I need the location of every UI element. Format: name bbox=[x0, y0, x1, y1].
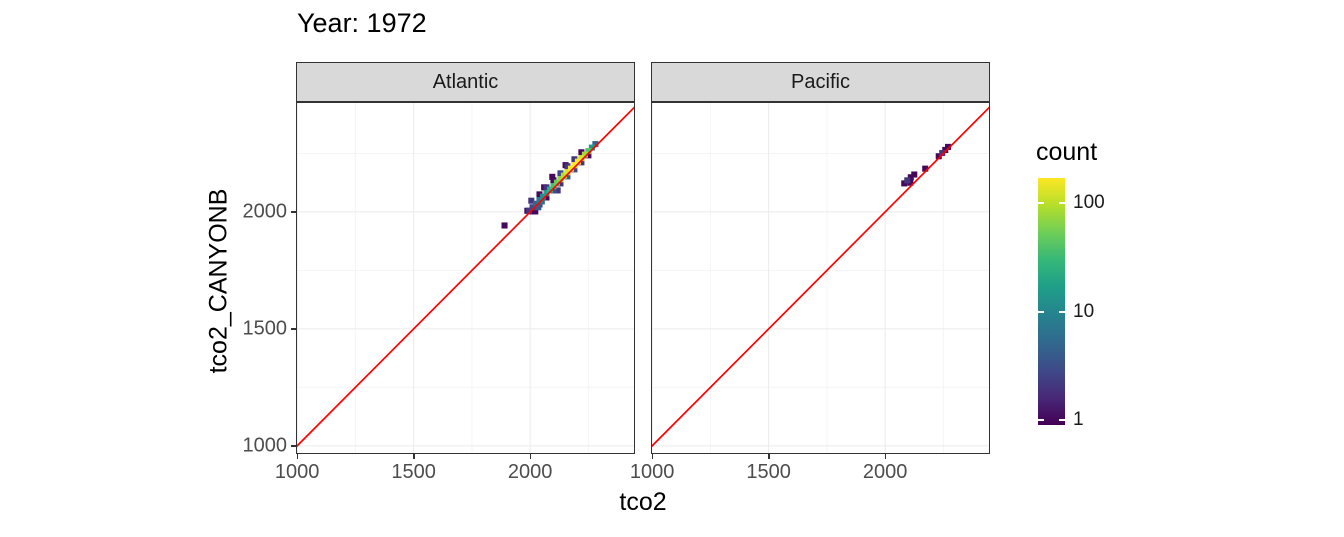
bin2d-tile bbox=[543, 184, 550, 191]
x-tick-mark bbox=[296, 454, 299, 459]
x-axis-title: tco2 bbox=[619, 488, 667, 516]
panel-pacific bbox=[651, 102, 990, 454]
bin2d-tile bbox=[578, 149, 585, 156]
bin2d-tile bbox=[901, 180, 908, 187]
x-tick-label: 1000 bbox=[274, 461, 320, 483]
bin2d-tile bbox=[532, 208, 539, 215]
bin2d-tile bbox=[528, 197, 535, 204]
bin2d-tile bbox=[539, 193, 546, 200]
legend-tick-label: 10 bbox=[1073, 300, 1095, 322]
bin2d-tile bbox=[904, 177, 911, 184]
facet-strip-label: Pacific bbox=[791, 70, 850, 93]
bin2d-tile bbox=[574, 158, 581, 165]
bin2d-tile bbox=[571, 162, 578, 169]
bin2d-tile bbox=[592, 141, 599, 148]
bin2d-tile bbox=[935, 153, 942, 160]
legend-colorbar bbox=[1038, 178, 1065, 425]
x-tick-mark bbox=[413, 454, 415, 459]
bin2d-tile bbox=[911, 171, 918, 178]
panel-atlantic bbox=[296, 102, 635, 454]
legend-tick-mark bbox=[1038, 310, 1044, 313]
bin2d-tile bbox=[581, 151, 588, 158]
y-tick-label: 2000 bbox=[242, 200, 288, 223]
legend-title: count bbox=[1036, 138, 1098, 166]
bin2d-tile bbox=[571, 166, 578, 173]
x-tick-mark bbox=[884, 454, 887, 459]
legend-tick-mark bbox=[1059, 202, 1065, 204]
bin2d-tile bbox=[585, 152, 592, 159]
bin2d-tile bbox=[543, 194, 550, 201]
bin2d-tile bbox=[550, 177, 557, 184]
identity-reference-line bbox=[651, 105, 990, 449]
bin2d-tile bbox=[529, 204, 536, 211]
bin2d-tile bbox=[578, 155, 585, 162]
x-tick-mark bbox=[529, 454, 532, 459]
identity-reference-line bbox=[296, 105, 635, 449]
bin2d-tile bbox=[543, 190, 550, 197]
bin2d-tile bbox=[585, 148, 592, 155]
bin2d-tile bbox=[536, 191, 543, 198]
y-tick-mark bbox=[291, 328, 296, 330]
legend-tick-mark bbox=[1059, 419, 1065, 422]
bin2d-tile bbox=[550, 187, 557, 194]
x-tick-label: 2000 bbox=[862, 461, 908, 483]
plot-title: Year: 1972 bbox=[297, 8, 427, 38]
bin2d-tile bbox=[588, 144, 595, 151]
x-tick-label: 1500 bbox=[746, 461, 791, 483]
y-tick-mark bbox=[291, 445, 296, 447]
y-tick-mark bbox=[291, 211, 296, 213]
bin2d-tile bbox=[907, 179, 914, 186]
bin2d-tile bbox=[525, 207, 533, 214]
bin2d-tile bbox=[532, 200, 540, 207]
bin2d-tile bbox=[939, 149, 946, 157]
bin2d-tile bbox=[557, 170, 564, 177]
bin2d-tile bbox=[564, 163, 571, 170]
facet-strip-label: Atlantic bbox=[432, 70, 499, 93]
bin2d-tile bbox=[557, 180, 564, 187]
bin2d-tile bbox=[550, 183, 557, 190]
x-tick-mark bbox=[768, 454, 770, 459]
bin2d-tile bbox=[945, 143, 952, 150]
bin2d-tile bbox=[907, 174, 914, 181]
y-tick-label: 1500 bbox=[242, 317, 288, 340]
bin2d-tile bbox=[501, 222, 508, 229]
legend-tick-label: 1 bbox=[1073, 409, 1084, 431]
bin2d-tile bbox=[535, 204, 542, 211]
bin2d-tile bbox=[546, 186, 553, 193]
legend-tick-mark bbox=[1038, 419, 1044, 422]
bin2d-tile bbox=[553, 179, 560, 186]
facet-strip: Atlantic bbox=[296, 62, 635, 102]
bin2d-tile bbox=[554, 187, 561, 194]
x-tick-mark bbox=[651, 454, 654, 459]
bin2d-tile bbox=[578, 159, 585, 166]
bin2d-tile bbox=[571, 156, 578, 163]
y-tick-label: 1000 bbox=[242, 434, 288, 457]
legend-tick-label: 100 bbox=[1073, 192, 1105, 213]
legend-tick-mark bbox=[1059, 310, 1065, 313]
bin2d-tile bbox=[536, 197, 543, 204]
bin2d-tile bbox=[564, 169, 571, 176]
legend-tick-mark bbox=[1038, 202, 1044, 204]
bin2d-tile bbox=[922, 165, 929, 172]
bin2d-tile bbox=[567, 165, 574, 172]
x-tick-label: 1500 bbox=[391, 461, 436, 483]
x-tick-label: 1000 bbox=[629, 461, 675, 483]
bin2d-tile bbox=[560, 172, 567, 179]
bin2d-tile bbox=[549, 173, 556, 180]
bin2d-tile bbox=[564, 173, 571, 180]
x-tick-label: 2000 bbox=[507, 461, 553, 483]
bin2d-tile bbox=[557, 176, 564, 183]
facet-strip: Pacific bbox=[651, 62, 990, 102]
